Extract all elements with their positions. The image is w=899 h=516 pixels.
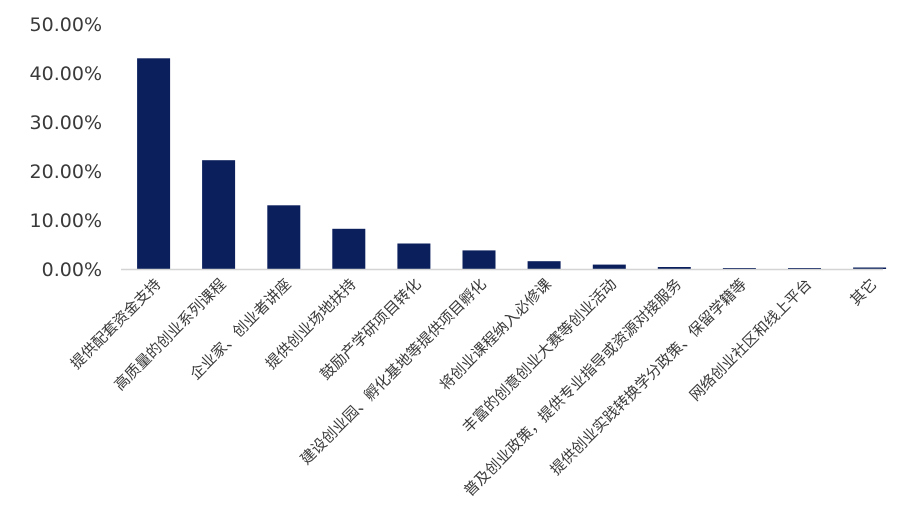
bar (397, 243, 431, 269)
bars (137, 58, 887, 269)
x-tick-label: 将创业课程纳入必修课 (436, 275, 555, 394)
y-tick-label: 30.00% (30, 112, 102, 134)
y-tick-label: 40.00% (30, 63, 102, 85)
x-tick-label: 其它 (846, 275, 880, 309)
bar (137, 58, 171, 269)
y-axis: 0.00% 10.00% 20.00% 30.00% 40.00% 50.00% (30, 14, 102, 281)
bar (788, 268, 821, 269)
bar (853, 267, 887, 269)
x-tick-label: 高质量的创业系列课程 (111, 275, 230, 394)
y-tick-label: 0.00% (42, 259, 102, 281)
bar (592, 264, 626, 269)
bar (722, 268, 756, 269)
bar (527, 261, 561, 269)
x-axis: 提供配套资金支持高质量的创业系列课程企业家、创业者讲座提供创业场地扶持鼓励产学研… (67, 275, 881, 500)
x-tick-label: 网络创业社区和线上平台 (686, 275, 815, 404)
bar (202, 160, 236, 269)
bar (267, 205, 301, 269)
bar (462, 250, 496, 269)
bar (657, 267, 691, 269)
y-tick-label: 20.00% (30, 161, 102, 183)
bar (332, 228, 366, 269)
y-tick-label: 50.00% (30, 14, 102, 36)
y-tick-label: 10.00% (30, 210, 102, 232)
